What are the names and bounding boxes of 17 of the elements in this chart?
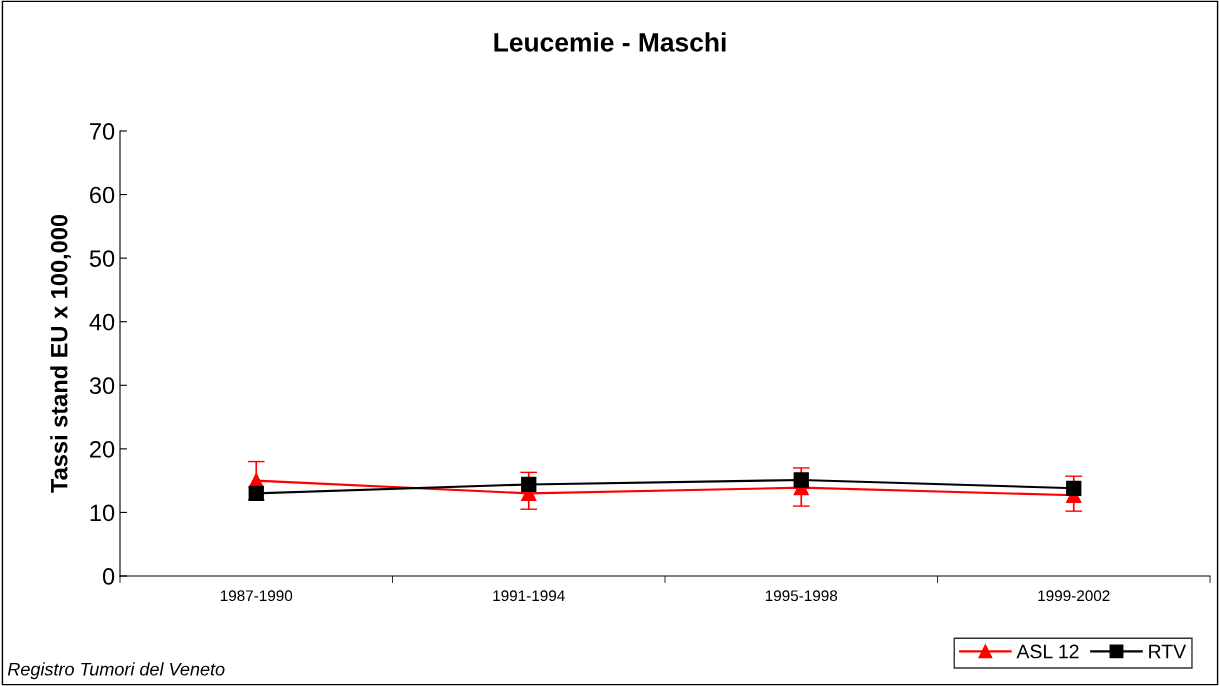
text: Registro Tumori del Veneto [7, 662, 225, 680]
y-tick-label: 50 [89, 250, 115, 267]
legend-label: RTV [1149, 644, 1187, 659]
y-tick-label: 10 [90, 504, 115, 522]
y-tick-label: 40 [89, 313, 115, 331]
y-tick-label: 30 [89, 377, 115, 395]
y-tick-label: 60 [90, 186, 115, 204]
x-tick-label: 1991-1994 [493, 590, 565, 602]
y-tick-label: 70 [90, 123, 115, 140]
legend-label: ASL 12 [1016, 644, 1079, 659]
y-axis-title: Tassi stand EU x 100,000 [50, 214, 71, 493]
x-tick-label: 1987-1990 [220, 590, 293, 602]
x-tick-label: 1999-2002 [1038, 590, 1110, 602]
y-tick-label: 0 [102, 568, 115, 585]
chart-title: Leucemie - Maschi [494, 32, 726, 52]
x-tick-label: 1995-1998 [765, 590, 838, 602]
y-tick-label: 20 [90, 440, 115, 458]
